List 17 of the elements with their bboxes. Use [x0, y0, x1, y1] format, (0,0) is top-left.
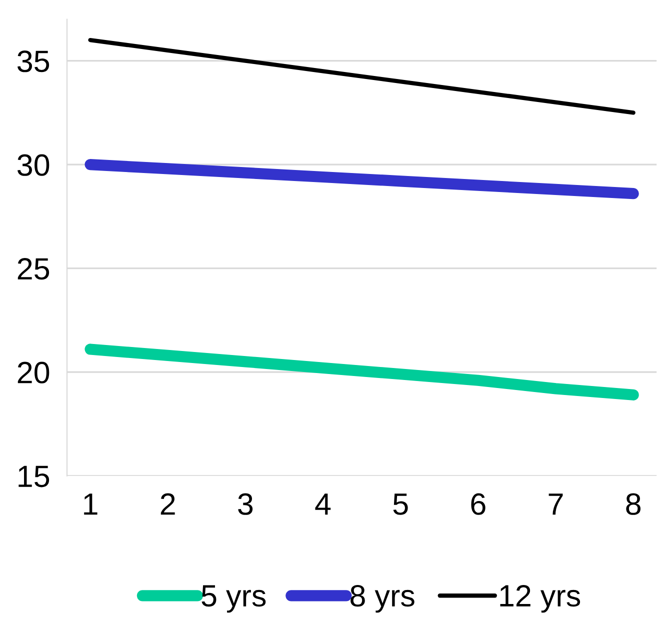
x-tick-label: 4 — [315, 494, 331, 515]
x-tick-label: 8 — [626, 493, 640, 515]
x-tick-label: 7 — [548, 494, 563, 515]
x-tick-label: 3 — [238, 493, 253, 515]
legend-label: 8 yrs — [350, 584, 414, 613]
y-tick-label: 35 — [18, 50, 50, 72]
legend-label: 12 yrs — [500, 584, 580, 613]
x-tick-label: 6 — [471, 493, 486, 515]
x-tick-label: 2 — [160, 493, 175, 515]
y-tick-label: 30 — [18, 154, 50, 176]
x-tick-label: 1 — [84, 494, 98, 515]
legend-label: 5 yrs — [202, 585, 266, 613]
x-tick-label: 5 — [393, 494, 408, 515]
line-series — [88, 38, 636, 115]
y-tick-label: 15 — [18, 466, 50, 488]
y-tick-label: 20 — [18, 362, 50, 384]
y-tick-label: 25 — [18, 258, 50, 280]
